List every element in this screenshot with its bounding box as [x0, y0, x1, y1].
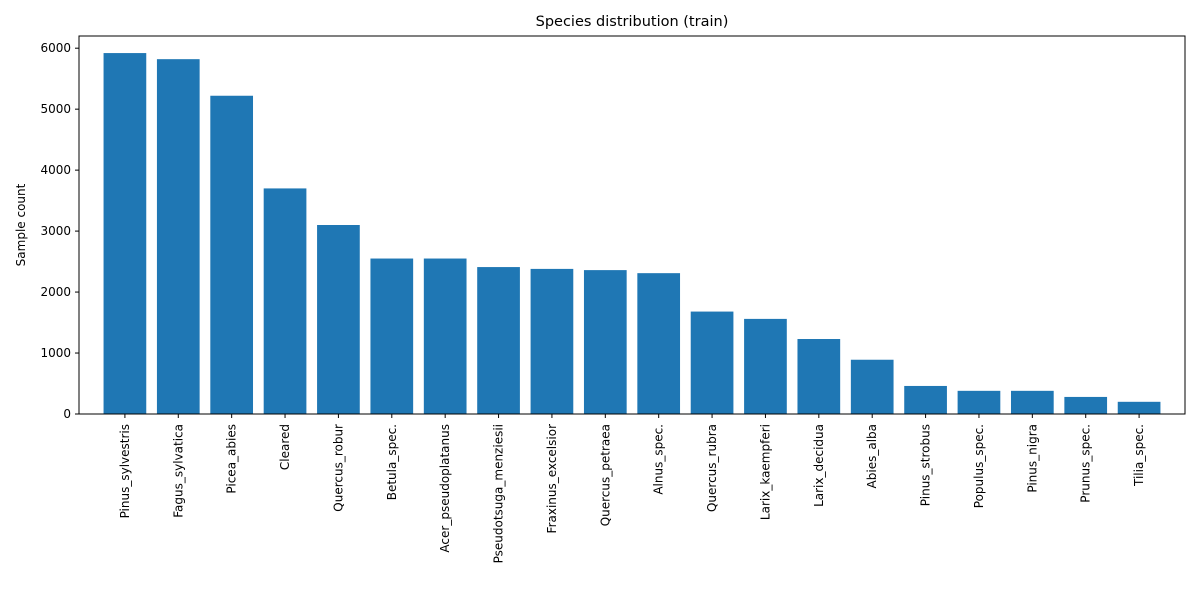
x-tick-label: Quercus_rubra: [705, 424, 719, 512]
bar: [637, 273, 681, 414]
x-tick-label: Betula_spec.: [385, 424, 399, 500]
bar: [1064, 396, 1108, 414]
x-tick-label: Larix_decidua: [812, 424, 826, 507]
x-tick-label: Larix_kaempferi: [758, 424, 772, 520]
x-tick-label: Abies_alba: [865, 424, 879, 488]
bar: [210, 95, 254, 415]
x-tick-label: Pinus_strobus: [919, 424, 933, 506]
bar: [263, 188, 307, 414]
x-tick-label: Alnus_spec.: [652, 424, 666, 495]
y-axis-label: Sample count: [14, 183, 28, 266]
bar: [1010, 390, 1054, 414]
x-tick-label: Tilia_spec.: [1132, 424, 1146, 487]
y-tick-label: 6000: [40, 41, 71, 55]
y-tick-label: 3000: [40, 224, 71, 238]
bar: [423, 258, 467, 414]
y-tick-label: 5000: [40, 102, 71, 116]
x-tick-label: Pseudotsuga_menziesii: [492, 424, 506, 563]
bar: [744, 318, 787, 414]
bar: [370, 258, 414, 414]
bar: [850, 359, 894, 414]
bar: [690, 311, 734, 414]
y-tick-label: 1000: [40, 346, 71, 360]
plot-frame: [78, 35, 1186, 415]
y-tick-label: 0: [63, 407, 71, 421]
x-tick-label: Quercus_robur: [331, 424, 345, 512]
x-tick-label: Cleared: [278, 424, 292, 470]
x-tick-label: Pinus_sylvestris: [118, 424, 132, 518]
plot-area: 0 1000 2000 3000 4000 5000 6000 Pinus_sylvestri…: [40, 35, 1186, 563]
y-tick-label: 4000: [40, 163, 71, 177]
x-tick-label: Picea_abies: [225, 424, 239, 494]
bar: [904, 385, 947, 414]
x-tick-label: Prunus_spec.: [1079, 424, 1093, 503]
x-tick-label: Fagus_sylvatica: [171, 424, 185, 518]
x-tick-label: Populus_spec.: [972, 424, 986, 508]
x-tick-label: Pinus_nigra: [1025, 424, 1039, 493]
x-tick-label: Acer_pseudoplatanus: [438, 424, 452, 553]
x-tick-label: Quercus_petraea: [598, 424, 612, 526]
bar: [477, 267, 520, 414]
bar: [957, 390, 1001, 414]
bar: [530, 268, 574, 414]
chart-title: Species distribution (train): [536, 14, 729, 30]
bar: [317, 225, 360, 414]
y-tick-label: 2000: [40, 285, 71, 299]
x-tick-label: Fraxinus_excelsior: [545, 424, 559, 534]
bar: [156, 59, 200, 414]
bar: [797, 339, 841, 414]
bar: [103, 53, 147, 414]
bar: [583, 270, 627, 414]
bar: [1117, 401, 1161, 414]
